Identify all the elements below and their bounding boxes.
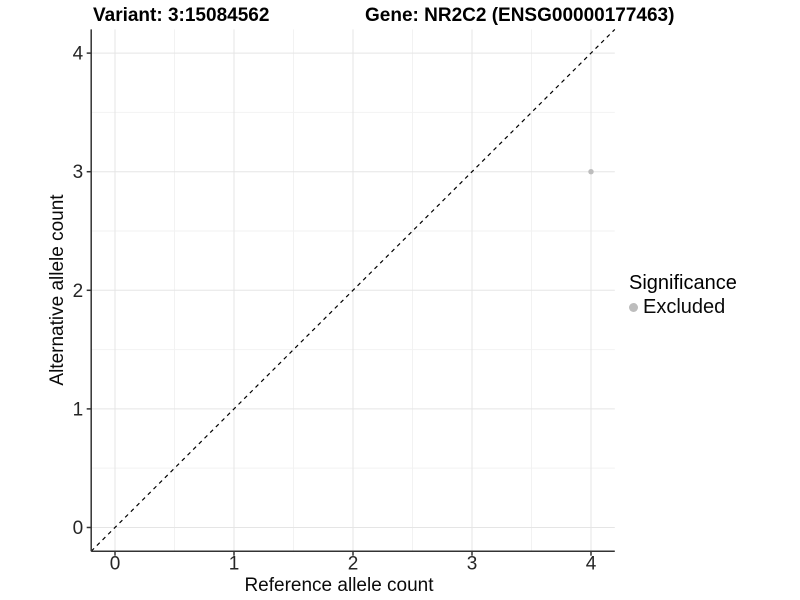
x-axis-tick-label: 2 xyxy=(348,554,359,575)
y-axis-tick-label: 3 xyxy=(73,162,84,183)
legend-key-dot-icon xyxy=(629,303,638,312)
variant-title: Variant: 3:15084562 xyxy=(93,5,270,26)
y-axis-title: Alternative allele count xyxy=(47,194,68,386)
data-point-excluded xyxy=(588,169,594,175)
x-axis-tick-label: 0 xyxy=(110,554,121,575)
y-axis-tick-label: 4 xyxy=(73,44,84,65)
x-axis-tick-label: 4 xyxy=(586,554,597,575)
identity-reference-line xyxy=(90,28,616,552)
x-axis-title: Reference allele count xyxy=(244,575,434,596)
y-axis-tick-label: 1 xyxy=(73,399,84,420)
legend-title: Significance xyxy=(629,272,737,294)
legend-item-label: Excluded xyxy=(643,296,726,318)
gene-title: Gene: NR2C2 (ENSG00000177463) xyxy=(365,5,675,26)
x-axis-tick-label: 3 xyxy=(467,554,478,575)
y-axis-tick-label: 0 xyxy=(73,518,84,539)
legend: Significance Excluded xyxy=(629,272,737,319)
x-axis-tick-label: 1 xyxy=(229,554,240,575)
legend-item-excluded: Excluded xyxy=(629,296,737,319)
y-axis-tick-label: 2 xyxy=(73,281,84,302)
